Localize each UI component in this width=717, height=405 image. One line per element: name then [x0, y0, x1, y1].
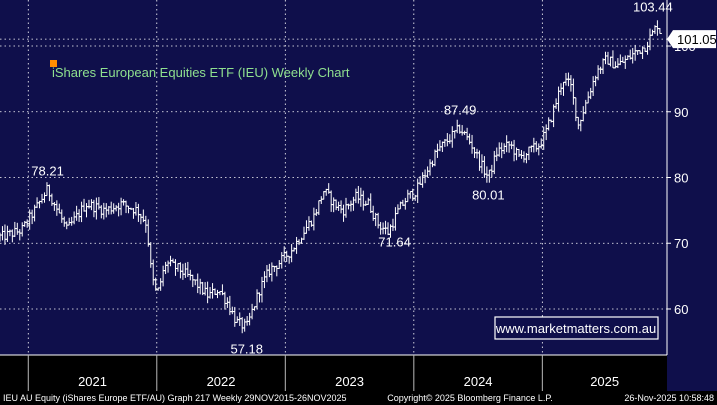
price-bars: [0, 20, 662, 334]
last-price-box: [667, 30, 716, 49]
annotation-label: 78.21: [31, 163, 64, 178]
chart-title: iShares European Equities ETF (IEU) Week…: [52, 65, 350, 80]
annotation-label: 80.01: [472, 187, 505, 202]
horizontal-gridlines: [0, 38, 667, 310]
x-tick-label: 2021: [78, 374, 107, 389]
footer-copyright: Copyright© 2025 Bloomberg Finance L.P.: [387, 393, 553, 403]
last-price-tag: 101.05: [667, 30, 717, 49]
x-tick-label: 2023: [335, 374, 364, 389]
y-tick-label: 90: [674, 105, 688, 120]
ohlc-bar: [657, 28, 662, 34]
footer-bar: [0, 391, 717, 405]
footer-source: IEU AU Equity (iShares Europe ETF/AU) Gr…: [3, 393, 347, 403]
annotation-label: 103.44: [633, 0, 673, 14]
title-marker-icon: [50, 60, 57, 67]
vertical-gridlines: [27, 0, 543, 355]
y-tick-label: 70: [674, 236, 688, 251]
footer-timestamp: 26-Nov-2025 10:58:48: [624, 393, 714, 403]
x-axis-year-labels: 2021 2022 2023 2024 2025: [0, 354, 667, 391]
annotation-label: 57.18: [230, 342, 263, 357]
y-tick-label: 60: [674, 302, 688, 317]
watermark-box: [494, 316, 659, 340]
x-tick-label: 2024: [464, 374, 493, 389]
annotation-label: 71.64: [378, 234, 411, 249]
x-tick-label: 2025: [590, 374, 619, 389]
annotation-label: 87.49: [444, 102, 477, 117]
price-annotations: 78.21 57.18 71.64 87.49 80.01 103.44: [31, 0, 672, 357]
watermark: www.marketmatters.com.au: [494, 316, 659, 340]
y-tick-label: 80: [674, 171, 688, 186]
watermark-text: www.marketmatters.com.au: [495, 321, 656, 336]
last-price-label: 101.05: [677, 32, 717, 47]
x-tick-label: 2022: [207, 374, 236, 389]
axis-strip-background: [667, 0, 717, 391]
